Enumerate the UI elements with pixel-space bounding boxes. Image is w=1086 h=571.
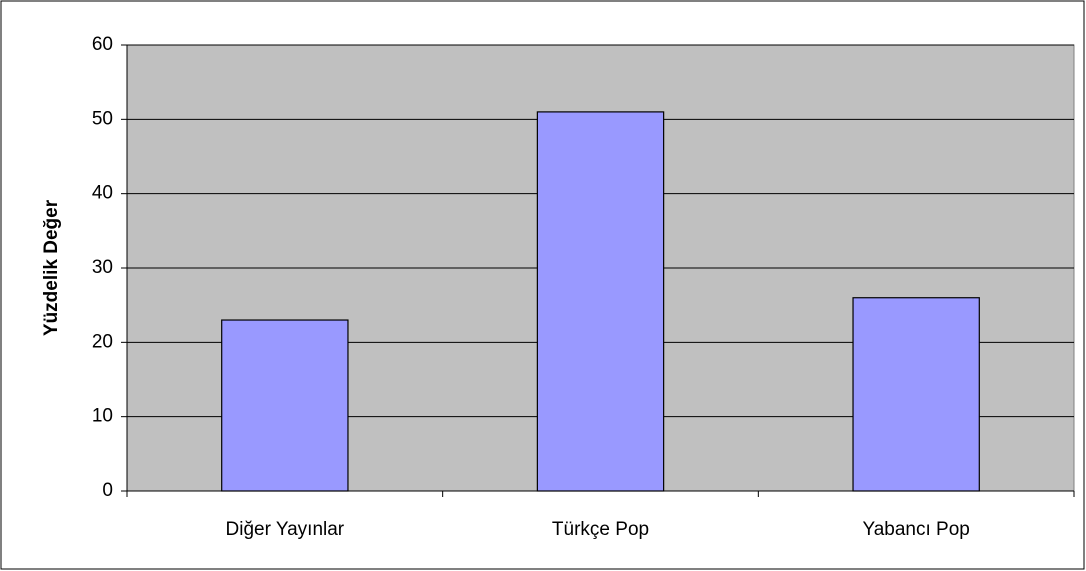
y-tick-label: 20: [92, 331, 113, 352]
y-tick-label: 30: [92, 257, 113, 278]
y-tick-label: 10: [92, 406, 113, 427]
x-tick-label: Diğer Yayınlar: [226, 519, 345, 540]
x-tick-label: Yabancı Pop: [862, 519, 969, 540]
y-tick-label: 40: [92, 183, 113, 204]
y-tick-label: 50: [92, 108, 113, 129]
bar: [852, 297, 980, 492]
bar: [536, 111, 665, 492]
bar: [221, 319, 349, 492]
x-tick-label: Türkçe Pop: [552, 519, 649, 540]
y-axis-label: Yüzdelik Değer: [41, 199, 62, 336]
y-tick-label: 0: [102, 480, 113, 501]
y-tick-label: 60: [92, 34, 113, 55]
